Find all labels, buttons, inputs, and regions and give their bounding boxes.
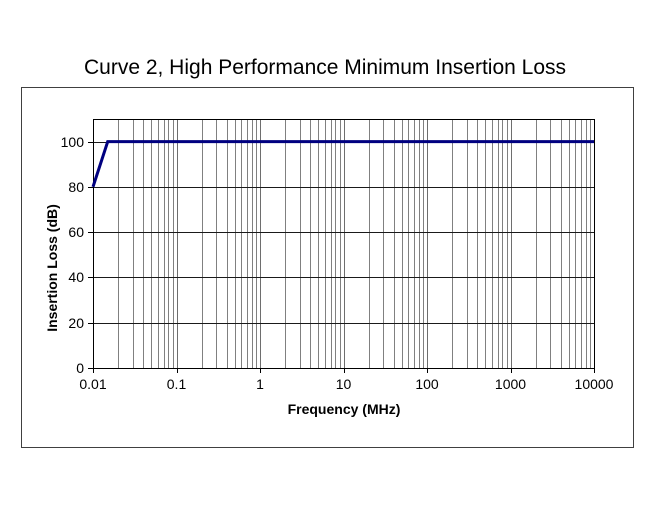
x-tick-label: 10	[335, 376, 352, 392]
y-tick-label: 60	[68, 224, 84, 241]
x-tick-label: 100	[415, 376, 439, 392]
y-tick-label: 0	[76, 360, 84, 376]
series-line	[91, 140, 594, 188]
x-tick-label: 1	[256, 376, 264, 392]
axis-ticks	[88, 119, 595, 373]
x-axis-label: Frequency (MHz)	[287, 401, 401, 417]
y-tick-label: 100	[60, 133, 84, 150]
gridlines	[93, 119, 594, 368]
x-tick-label: 0.01	[79, 376, 107, 392]
x-tick-label: 0.1	[166, 376, 187, 392]
y-tick-label: 40	[68, 269, 84, 286]
chart-frame	[21, 87, 634, 448]
data-series	[91, 140, 594, 188]
x-tick-label: 10000	[574, 376, 614, 392]
y-axis-label-text: Insertion Loss (dB)	[44, 204, 60, 332]
x-tick-label: 1000	[494, 376, 527, 392]
y-tick-label: 20	[68, 314, 84, 331]
y-tick-label: 80	[68, 178, 84, 195]
chart-title: Curve 2, High Performance Minimum Insert…	[83, 56, 566, 79]
